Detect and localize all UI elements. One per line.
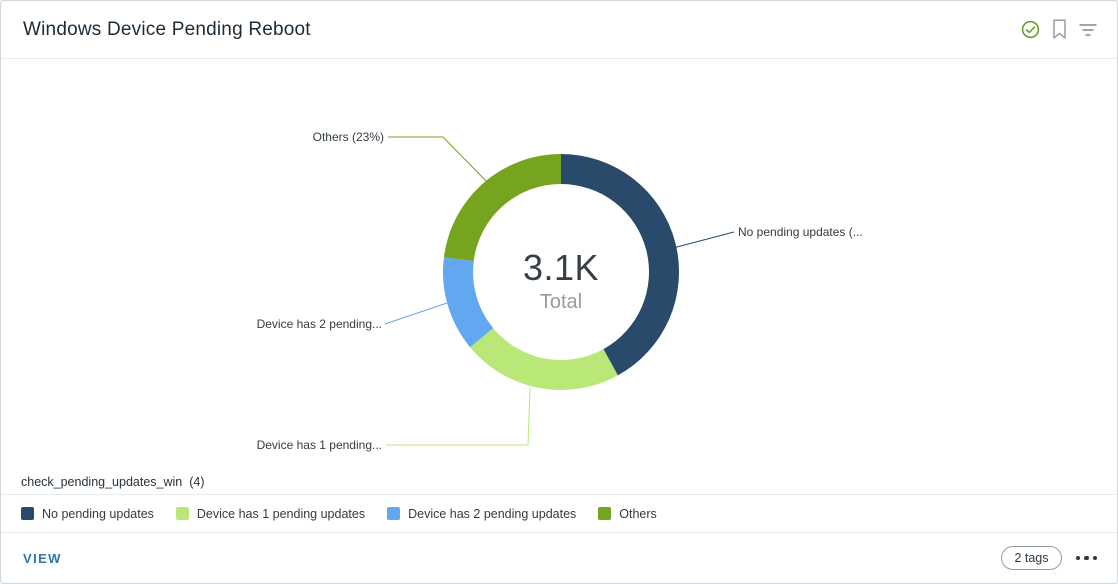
legend-swatch-icon — [387, 507, 401, 520]
chart-legend: No pending updates Device has 1 pending … — [1, 494, 1117, 533]
donut — [443, 154, 679, 390]
leader-line-2-pending — [384, 302, 448, 325]
series-name: check_pending_updates_win — [21, 475, 183, 489]
leader-lines — [384, 136, 735, 446]
series-label: check_pending_updates_win (4) — [21, 475, 205, 489]
legend-item-1-pending[interactable]: Device has 1 pending updates — [175, 506, 366, 521]
donut-chart-area: Others (23%) No pending updates (... Dev… — [1, 59, 1117, 494]
widget-header: Windows Device Pending Reboot — [1, 1, 1117, 59]
legend-item-2-pending[interactable]: Device has 2 pending updates — [387, 507, 576, 521]
legend-label: Others — [619, 506, 657, 521]
series-count: (4) — [189, 475, 205, 489]
page-title: Windows Device Pending Reboot — [23, 18, 311, 40]
leader-line-others — [388, 136, 489, 184]
check-circle-icon — [1019, 19, 1041, 41]
filter-icon[interactable] — [1077, 19, 1099, 41]
callout-others: Others (23%) — [312, 130, 384, 144]
donut-segment-3[interactable] — [443, 154, 561, 261]
legend-item-no-pending[interactable]: No pending updates — [21, 507, 154, 521]
bookmark-icon[interactable] — [1048, 19, 1070, 41]
leader-line-no-pending — [672, 231, 735, 249]
header-icons — [1019, 19, 1099, 41]
legend-label: Device has 2 pending updates — [408, 506, 577, 521]
legend-swatch-icon — [598, 507, 612, 520]
legend-label: Device has 1 pending updates — [196, 506, 366, 521]
footer-actions: 2 tags — [1001, 546, 1099, 570]
overflow-menu-icon[interactable] — [1074, 552, 1100, 565]
tags-button[interactable]: 2 tags — [1001, 546, 1062, 570]
callout-2-pending: Device has 2 pending... — [256, 317, 382, 331]
callout-no-pending: No pending updates (... — [738, 225, 863, 239]
widget-footer: VIEW 2 tags — [1, 533, 1117, 583]
donut-segment-0[interactable] — [561, 154, 679, 376]
leader-line-1-pending — [386, 387, 531, 446]
legend-swatch-icon — [175, 507, 189, 520]
legend-item-others[interactable]: Others — [598, 507, 657, 521]
donut-segment-1[interactable] — [470, 328, 618, 390]
donut-segment-2[interactable] — [443, 257, 494, 348]
callout-1-pending: Device has 1 pending... — [256, 438, 382, 452]
view-button[interactable]: VIEW — [23, 550, 62, 566]
legend-label: No pending updates — [42, 506, 154, 521]
legend-swatch-icon — [21, 507, 34, 520]
